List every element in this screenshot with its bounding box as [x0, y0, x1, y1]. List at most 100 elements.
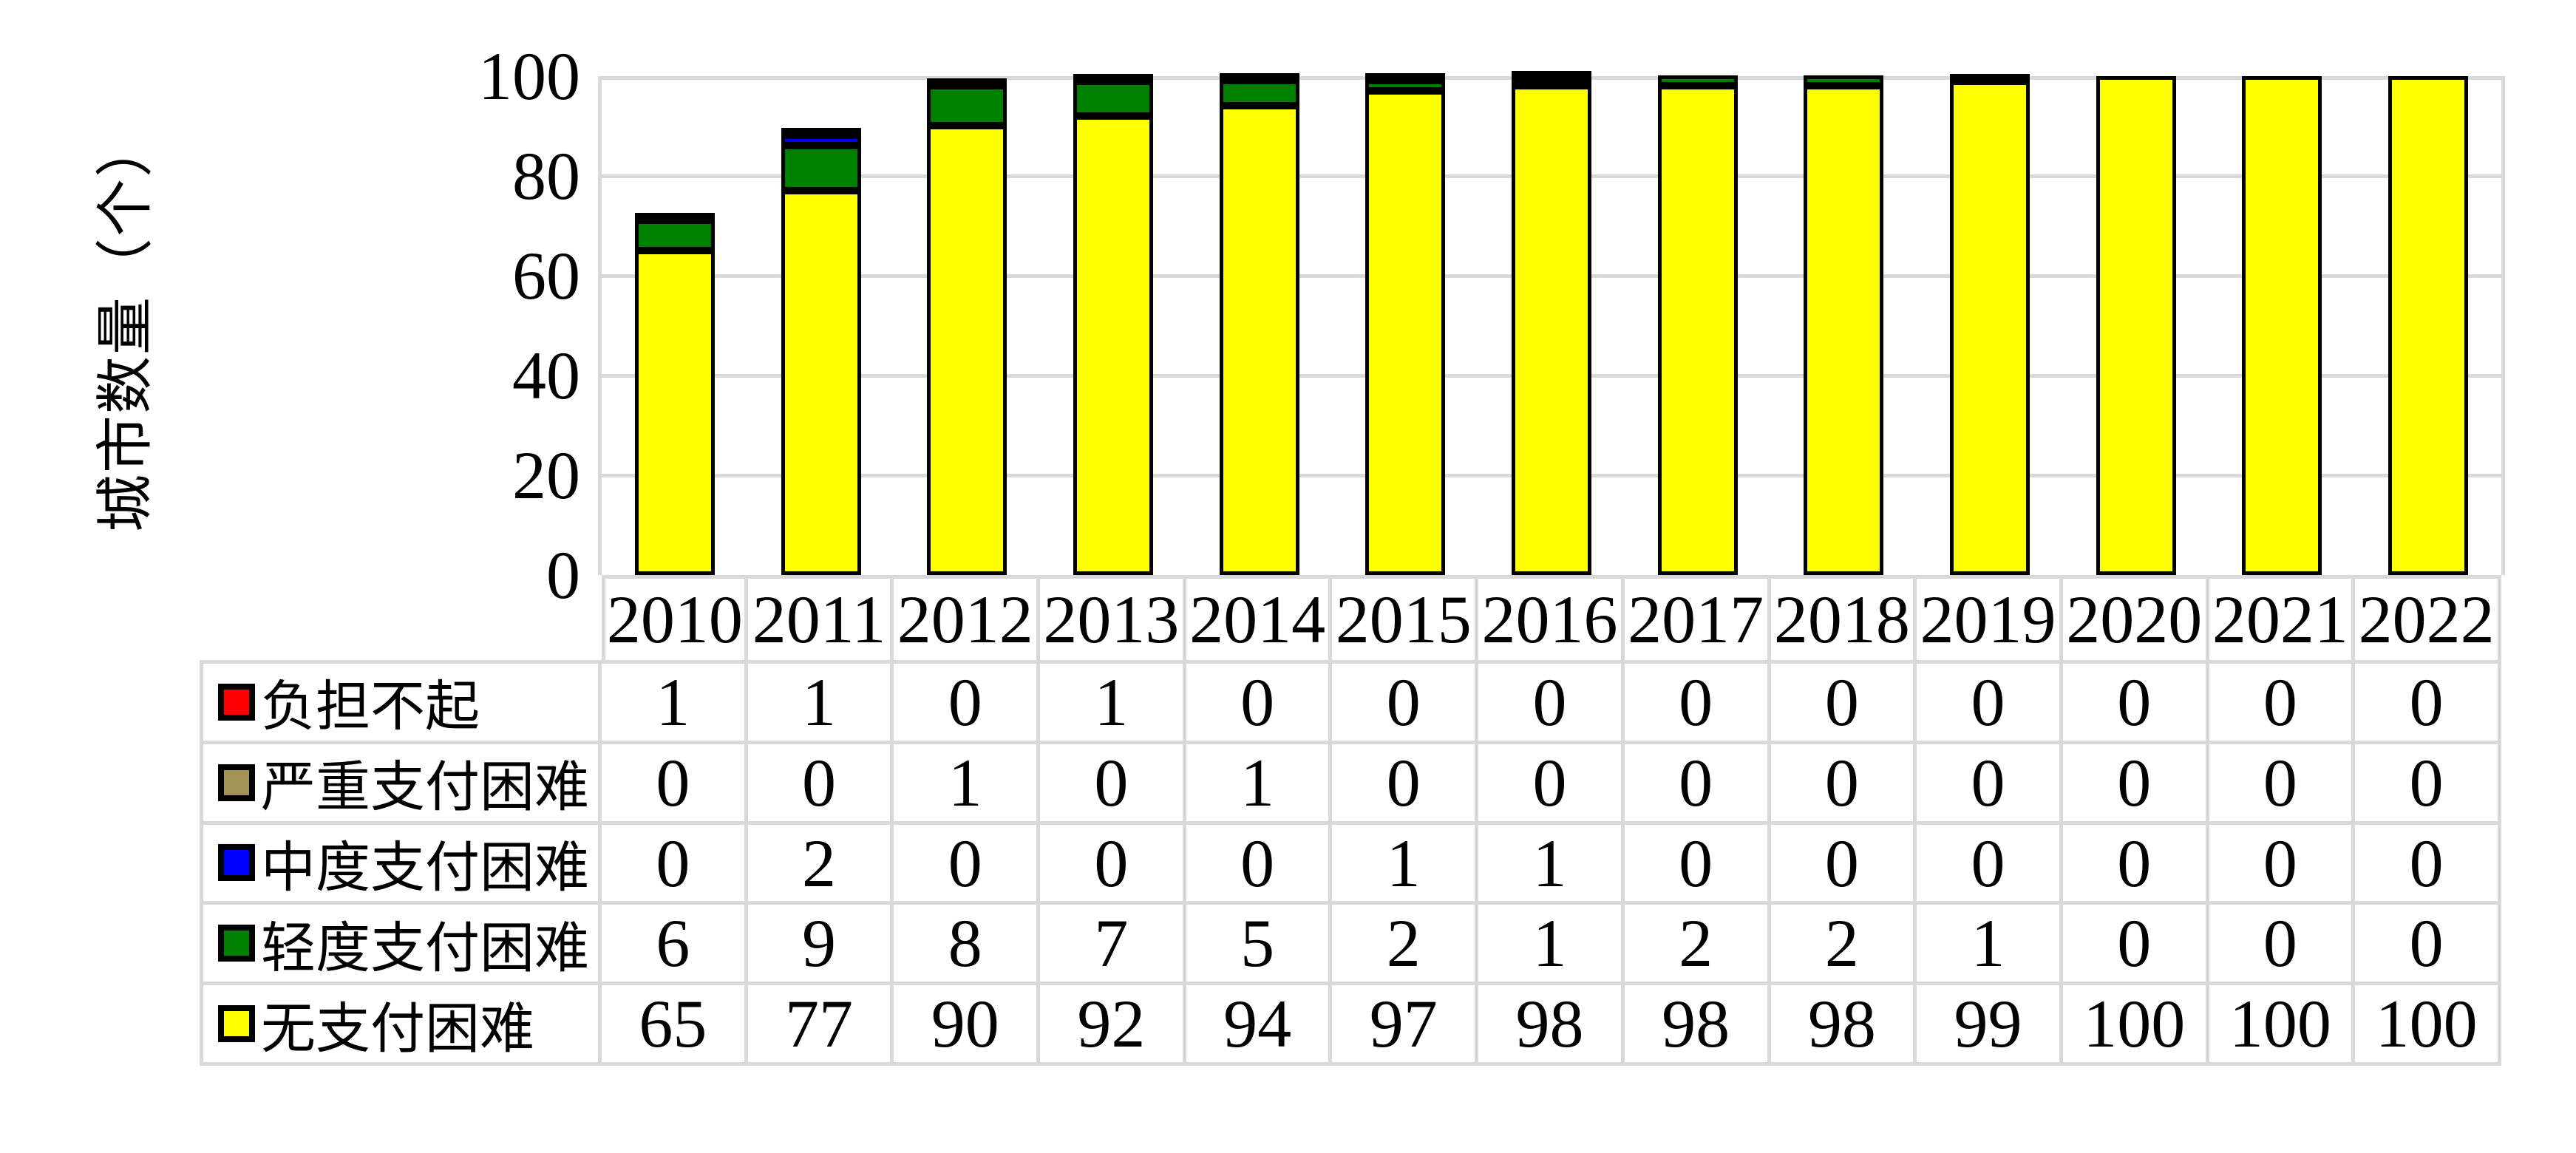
- bar-segment-no-difficulty: [1073, 116, 1153, 575]
- bar-segment-moderate-difficulty: [1512, 71, 1591, 78]
- legend-item-mild-difficulty: 轻度支付困难: [200, 905, 602, 986]
- value-cell-severe-difficulty-2014: 1: [1186, 744, 1333, 825]
- value-cell-severe-difficulty-2011: 0: [747, 744, 894, 825]
- value-cell-moderate-difficulty-2022: 0: [2355, 824, 2501, 905]
- value-cell-moderate-difficulty-2015: 1: [1332, 824, 1479, 905]
- year-header-2021: 2021: [2209, 575, 2356, 664]
- value-cell-severe-difficulty-2017: 0: [1624, 744, 1771, 825]
- year-header-2017: 2017: [1624, 575, 1771, 664]
- value-cell-severe-difficulty-2010: 0: [602, 744, 748, 825]
- value-cell-mild-difficulty-2022: 0: [2355, 905, 2501, 986]
- y-axis-tick-label-80: 80: [512, 138, 580, 214]
- value-cell-mild-difficulty-2012: 8: [894, 905, 1041, 986]
- legend-item-moderate-difficulty: 中度支付困难: [200, 824, 602, 905]
- year-header-2019: 2019: [1917, 575, 2063, 664]
- bar-2020: [2096, 76, 2176, 575]
- bar-segment-mild-difficulty: [1657, 75, 1738, 86]
- table-corner-cell: [200, 575, 602, 664]
- bar-2014: [1219, 73, 1299, 575]
- year-header-2011: 2011: [747, 575, 894, 664]
- value-cell-mild-difficulty-2020: 0: [2062, 905, 2209, 986]
- value-cell-no-difficulty-2012: 90: [894, 985, 1041, 1066]
- value-cell-moderate-difficulty-2021: 0: [2209, 824, 2356, 905]
- bar-segment-no-difficulty: [2242, 76, 2322, 575]
- value-cell-unaffordable-2012: 0: [894, 664, 1041, 744]
- value-cell-unaffordable-2011: 1: [747, 664, 894, 744]
- legend-swatch-mild-difficulty: [218, 925, 255, 962]
- value-cell-no-difficulty-2010: 65: [602, 985, 748, 1066]
- value-cell-moderate-difficulty-2016: 1: [1478, 824, 1625, 905]
- value-cell-mild-difficulty-2015: 2: [1332, 905, 1479, 986]
- y-axis-tick-label-40: 40: [512, 338, 580, 413]
- value-cell-severe-difficulty-2015: 0: [1332, 744, 1479, 825]
- value-cell-no-difficulty-2020: 100: [2062, 985, 2209, 1066]
- legend-item-no-difficulty: 无支付困难: [200, 985, 602, 1066]
- data-table: 2010 2011 2012 2013 2014 2015 2016 2017 2018 2019…: [200, 575, 2501, 1066]
- value-cell-mild-difficulty-2021: 0: [2209, 905, 2356, 986]
- bar-segment-mild-difficulty: [1950, 74, 2030, 81]
- value-cell-no-difficulty-2019: 99: [1917, 985, 2063, 1066]
- plot-border-right: [2501, 76, 2505, 575]
- value-cell-severe-difficulty-2012: 1: [894, 744, 1041, 825]
- value-cell-unaffordable-2017: 0: [1624, 664, 1771, 744]
- bar-segment-moderate-difficulty: [781, 135, 861, 146]
- year-header-2015: 2015: [1332, 575, 1479, 664]
- legend-label-moderate-difficulty: 中度支付困难: [261, 838, 589, 899]
- value-cell-moderate-difficulty-2018: 0: [1770, 824, 1917, 905]
- bar-2018: [1804, 75, 1884, 575]
- value-cell-unaffordable-2015: 0: [1332, 664, 1479, 744]
- bar-2012: [927, 78, 1007, 575]
- bar-segment-no-difficulty: [1950, 81, 2030, 575]
- value-cell-mild-difficulty-2017: 2: [1624, 905, 1771, 986]
- year-header-2014: 2014: [1186, 575, 1333, 664]
- bar-segment-unaffordable: [781, 128, 861, 135]
- value-cell-no-difficulty-2021: 100: [2209, 985, 2356, 1066]
- bar-segment-no-difficulty: [1219, 106, 1299, 575]
- bar-segment-no-difficulty: [1512, 86, 1591, 575]
- year-header-2010: 2010: [602, 575, 748, 664]
- y-axis-tick-label-0: 0: [546, 537, 580, 613]
- bar-segment-no-difficulty: [1365, 91, 1446, 575]
- value-cell-severe-difficulty-2021: 0: [2209, 744, 2356, 825]
- value-cell-moderate-difficulty-2011: 2: [747, 824, 894, 905]
- value-cell-mild-difficulty-2016: 1: [1478, 905, 1625, 986]
- bar-segment-no-difficulty: [927, 126, 1007, 575]
- legend-swatch-unaffordable: [218, 683, 255, 721]
- bar-segment-mild-difficulty: [1365, 81, 1446, 91]
- bar-2015: [1365, 73, 1446, 575]
- legend-label-severe-difficulty: 严重支付困难: [261, 758, 589, 819]
- bar-segment-unaffordable: [1073, 74, 1153, 81]
- bar-segment-severe-difficulty: [1219, 73, 1299, 81]
- value-cell-moderate-difficulty-2013: 0: [1040, 824, 1186, 905]
- bar-segment-no-difficulty: [1657, 86, 1738, 575]
- bar-2019: [1950, 74, 2030, 575]
- value-cell-mild-difficulty-2019: 1: [1917, 905, 2063, 986]
- value-cell-unaffordable-2018: 0: [1770, 664, 1917, 744]
- value-cell-unaffordable-2016: 0: [1478, 664, 1625, 744]
- legend-item-severe-difficulty: 严重支付困难: [200, 744, 602, 825]
- bar-2011: [781, 128, 861, 575]
- bar-2022: [2388, 76, 2469, 575]
- value-cell-unaffordable-2019: 0: [1917, 664, 2063, 744]
- bar-segment-severe-difficulty: [927, 78, 1007, 86]
- year-header-2018: 2018: [1770, 575, 1917, 664]
- value-cell-no-difficulty-2017: 98: [1624, 985, 1771, 1066]
- bar-segment-no-difficulty: [634, 251, 715, 575]
- value-cell-mild-difficulty-2010: 6: [602, 905, 748, 986]
- bar-2013: [1073, 74, 1153, 575]
- bar-segment-moderate-difficulty: [1365, 73, 1446, 81]
- value-cell-no-difficulty-2018: 98: [1770, 985, 1917, 1066]
- bar-segment-mild-difficulty: [927, 86, 1007, 126]
- value-cell-no-difficulty-2013: 92: [1040, 985, 1186, 1066]
- y-axis-title: 城市数量（个）: [93, 118, 157, 533]
- bar-segment-mild-difficulty: [781, 146, 861, 191]
- bar-segment-no-difficulty: [781, 191, 861, 575]
- bar-segment-mild-difficulty: [1219, 81, 1299, 106]
- plot-area: [598, 71, 2505, 575]
- value-cell-mild-difficulty-2018: 2: [1770, 905, 1917, 986]
- bar-segment-mild-difficulty: [1512, 78, 1591, 86]
- value-cell-moderate-difficulty-2020: 0: [2062, 824, 2209, 905]
- value-cell-mild-difficulty-2014: 5: [1186, 905, 1333, 986]
- y-axis-tick-label-20: 20: [512, 438, 580, 513]
- legend-label-mild-difficulty: 轻度支付困难: [261, 918, 589, 979]
